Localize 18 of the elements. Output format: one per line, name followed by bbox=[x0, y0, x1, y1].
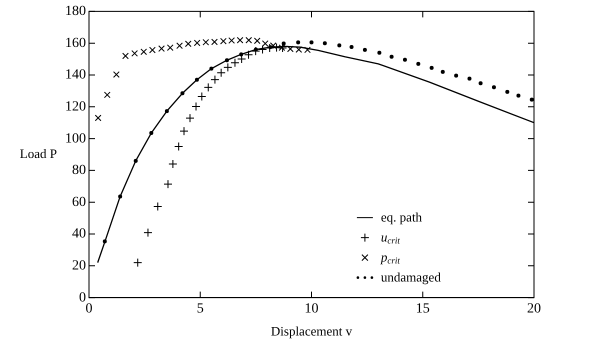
x-tick-label: 5 bbox=[196, 302, 204, 317]
y-tick-label: 80 bbox=[72, 163, 86, 178]
y-tick-label: 40 bbox=[72, 226, 86, 242]
y-tick-label: 20 bbox=[72, 258, 86, 274]
x-tick-label: 20 bbox=[527, 302, 541, 317]
y-tick-label: 60 bbox=[72, 194, 86, 210]
y-tick-label: 100 bbox=[65, 131, 86, 146]
y-tick-label: 180 bbox=[65, 4, 86, 20]
y-tick-label: 140 bbox=[65, 68, 86, 83]
y-tick-label: 0 bbox=[79, 290, 86, 306]
x-tick-label: 15 bbox=[416, 302, 430, 317]
y-tick-label: 160 bbox=[65, 36, 86, 51]
y-axis-title: Load P bbox=[20, 146, 57, 161]
legend-label: eq. path bbox=[380, 210, 423, 225]
legend-label: undamaged bbox=[380, 270, 442, 285]
x-tick-label: 10 bbox=[304, 302, 318, 317]
y-tick-label: 120 bbox=[65, 99, 86, 114]
x-axis-title: Displacement v bbox=[270, 324, 353, 339]
